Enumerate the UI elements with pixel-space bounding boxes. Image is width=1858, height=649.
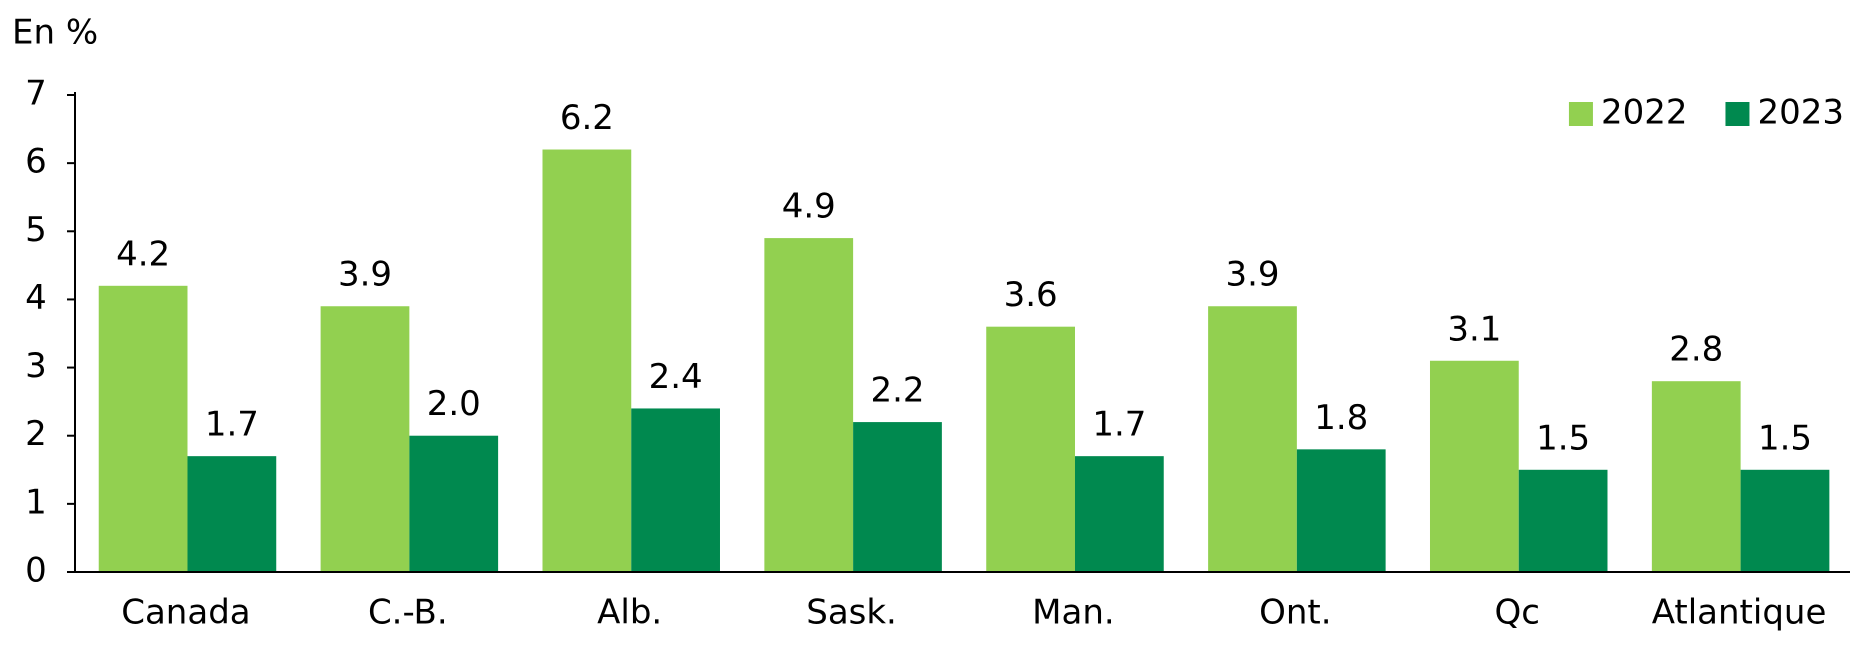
bar bbox=[764, 238, 854, 572]
y-tick-label: 3 bbox=[25, 346, 47, 386]
y-tick-label: 4 bbox=[25, 278, 47, 318]
data-label: 6.2 bbox=[560, 98, 614, 138]
y-tick-label: 6 bbox=[25, 142, 47, 182]
data-label: 1.5 bbox=[1758, 418, 1812, 458]
bar bbox=[631, 408, 720, 572]
bar bbox=[1429, 360, 1519, 572]
y-tick-label: 1 bbox=[25, 482, 47, 522]
bar bbox=[1296, 449, 1386, 572]
data-label: 1.8 bbox=[1314, 398, 1368, 438]
bar bbox=[1740, 469, 1830, 572]
bar bbox=[187, 456, 277, 572]
data-label: 2.2 bbox=[870, 371, 924, 411]
data-label: 1.7 bbox=[1092, 405, 1146, 445]
data-label: 3.9 bbox=[1225, 255, 1279, 295]
x-tick-label: Atlantique bbox=[1652, 593, 1827, 633]
bar bbox=[1208, 306, 1297, 572]
bar bbox=[98, 285, 188, 572]
legend-swatch bbox=[1568, 102, 1593, 126]
bar bbox=[542, 149, 632, 572]
y-tick-label: 0 bbox=[25, 551, 47, 591]
bar bbox=[1074, 456, 1164, 572]
data-label: 4.9 bbox=[782, 187, 836, 227]
bar bbox=[320, 306, 410, 572]
legend-label: 2023 bbox=[1757, 93, 1844, 133]
x-tick-label: Canada bbox=[121, 593, 250, 633]
data-label: 3.1 bbox=[1447, 309, 1501, 349]
x-tick-label: Ont. bbox=[1259, 593, 1331, 633]
x-tick-label: Qc bbox=[1494, 593, 1539, 633]
data-label: 4.2 bbox=[116, 234, 170, 274]
bar bbox=[986, 326, 1075, 572]
bar bbox=[1518, 469, 1608, 572]
data-label: 2.8 bbox=[1669, 330, 1723, 370]
y-axis-label: En % bbox=[12, 13, 98, 53]
data-label: 2.0 bbox=[427, 384, 481, 424]
data-label: 2.4 bbox=[649, 357, 703, 397]
y-tick-label: 5 bbox=[25, 210, 47, 250]
x-tick-label: Alb. bbox=[597, 593, 662, 633]
y-tick-label: 7 bbox=[25, 74, 47, 114]
x-tick-label: Man. bbox=[1032, 593, 1115, 633]
data-label: 1.5 bbox=[1536, 418, 1590, 458]
bar bbox=[853, 422, 942, 572]
bar bbox=[1651, 381, 1741, 572]
x-tick-label: C.-B. bbox=[368, 593, 448, 633]
data-label: 3.6 bbox=[1004, 275, 1058, 315]
x-tick-label: Sask. bbox=[806, 593, 897, 633]
data-label: 1.7 bbox=[205, 405, 259, 445]
legend-label: 2022 bbox=[1601, 93, 1688, 133]
legend-swatch bbox=[1725, 102, 1750, 126]
y-tick-label: 2 bbox=[25, 414, 47, 454]
bar bbox=[409, 435, 499, 572]
data-label: 3.9 bbox=[338, 255, 392, 295]
